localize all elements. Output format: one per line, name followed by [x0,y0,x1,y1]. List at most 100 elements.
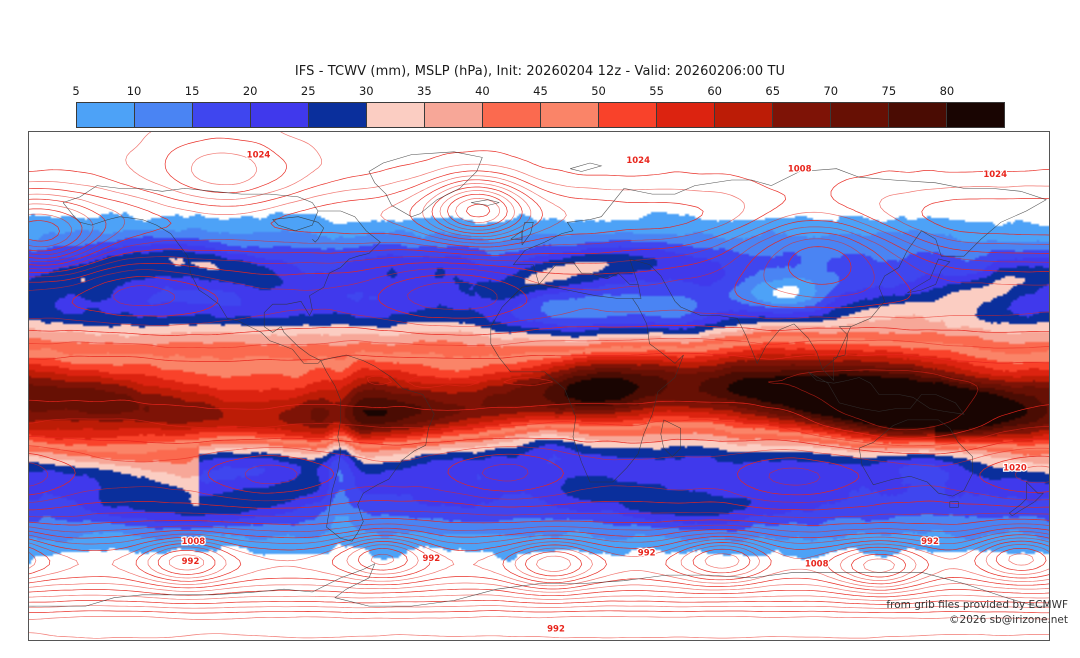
coastline-segment [949,501,959,508]
colorbar-swatch-80 [947,103,1004,127]
isobar-996 [29,175,1049,594]
coastline-segment [512,168,1047,370]
isobar-1032 [787,246,852,285]
coastline-segment [510,230,523,240]
isobar-label-halo: 1020 [1003,464,1027,474]
colorbar-tick-50: 50 [591,84,606,98]
colorbar-tick-10: 10 [126,84,142,98]
colorbar-swatch-40 [483,103,541,127]
page-title: IFS - TCWV (mm), MSLP (hPa), Init: 20260… [294,64,786,79]
isobar-label-halo: 992 [422,554,440,564]
isobar-label-halo: 992 [638,548,656,558]
colorbar-tick-30: 30 [358,84,374,98]
tcwv-shaded-field [29,132,1049,640]
colorbar-tick-65: 65 [765,84,781,98]
colorbar-swatch-65 [773,103,831,127]
coastline-segment [808,371,965,415]
colorbar-swatch-15 [193,103,251,127]
colorbar-tick-35: 35 [417,84,432,98]
coastline-segment [29,563,1049,607]
coastline-segment [62,202,321,364]
isobar-984 [29,186,1049,585]
isobar-label-1020: 1020 [1003,464,1027,474]
coastline-segment [822,326,851,382]
isobar-1004 [29,163,1049,601]
isobar-992 [29,179,1049,591]
colorbar-tick-labels: 5 10 15 20 25 30 35 40 45 50 55 60 65 70 75 80 [72,84,1005,100]
colorbar-swatch-35 [425,103,483,127]
isobar-label-1024: 1024 [247,150,271,160]
isobar-label-1024: 1024 [626,156,650,166]
isobar-988 [29,183,1049,588]
isobar-label-halo: 1008 [788,165,812,175]
coastline-segment [368,151,483,217]
isobar-label-992: 992 [921,537,939,547]
coastline-segment [858,419,973,497]
colorbar-swatch-55 [657,103,715,127]
mslp-isobars [29,132,1049,639]
colorbar-swatch-20 [251,103,309,127]
colorbar-tick-60: 60 [707,84,723,98]
coastline-segment [62,185,325,243]
isobar-label-1008: 1008 [788,165,812,175]
colorbar-tick-5: 5 [72,84,80,98]
isobar-972 [168,198,1034,573]
isobar-1028 [29,238,1049,487]
coastline-segment [320,354,435,542]
colorbar-tick-80: 80 [939,84,955,98]
isobar-label-992: 992 [422,554,440,564]
colorbar-swatch-25 [309,103,367,127]
colorbar-tick-55: 55 [649,84,664,98]
isobar-1024 [29,232,1049,496]
colorbar-swatch-75 [889,103,947,127]
map-canvas: 1024102410241024100810081024102410081008… [29,132,1049,640]
colorbar-swatch-50 [599,103,657,127]
coastline-segment [1008,481,1044,517]
colorbar-swatches [76,102,1005,128]
isobar-label-992: 992 [638,548,656,558]
isobar-label-1008: 1008 [805,560,829,570]
coastline-segment [510,261,642,299]
isobar-968 [466,203,491,218]
colorbar-swatch-10 [135,103,193,127]
colorbar-tick-75: 75 [881,84,897,98]
isobar-1020 [29,152,1049,639]
coastline-segment [263,210,381,361]
isobar-label-1024: 1024 [983,170,1007,180]
isobar-label-halo: 1024 [983,170,1007,180]
isobar-976 [29,193,1047,578]
mslp-contour-labels: 1024102410241024100810081024102410081008… [180,149,1028,636]
colorbar-tick-15: 15 [184,84,200,98]
isobar-label-1008: 1008 [181,537,205,547]
map-panel[interactable]: 1024 1024 1024 1024 1008 1008 1024 1024 1008 1008… [28,131,1050,641]
isobar-1008 [29,150,1049,605]
isobar-label-halo: 992 [547,625,565,635]
colorbar-tick-45: 45 [533,84,548,98]
colorbar-swatch-70 [831,103,889,127]
isobar-label-halo: 992 [921,537,939,547]
isobar-label-halo: 992 [182,557,200,567]
isobar-label-halo: 1008 [181,537,205,547]
coastlines [29,151,1049,607]
colorbar-swatch-45 [541,103,599,127]
coastline-segment [490,284,684,483]
colorbar-legend: 5 10 15 20 25 30 35 40 45 50 55 60 65 70 75 80 [72,84,1005,130]
coastline-segment [660,419,681,457]
isobar-label-992: 992 [547,625,565,635]
colorbar-swatch-60 [715,103,773,127]
coastline-segment [907,258,951,294]
isobar-1016 [29,137,1049,614]
isobar-label-992: 992 [182,557,200,567]
coastline-segment [470,199,500,206]
isobar-label-halo: 1024 [247,150,271,160]
colorbar-tick-20: 20 [242,84,258,98]
colorbar-tick-70: 70 [823,84,839,98]
isobar-1012 [29,132,1049,609]
isobar-980 [29,190,1049,581]
isobar-label-halo: 1024 [626,156,650,166]
coastline-segment [570,162,603,172]
colorbar-tick-40: 40 [475,84,490,98]
colorbar-tick-25: 25 [300,84,316,98]
colorbar-swatch-5 [77,103,135,127]
